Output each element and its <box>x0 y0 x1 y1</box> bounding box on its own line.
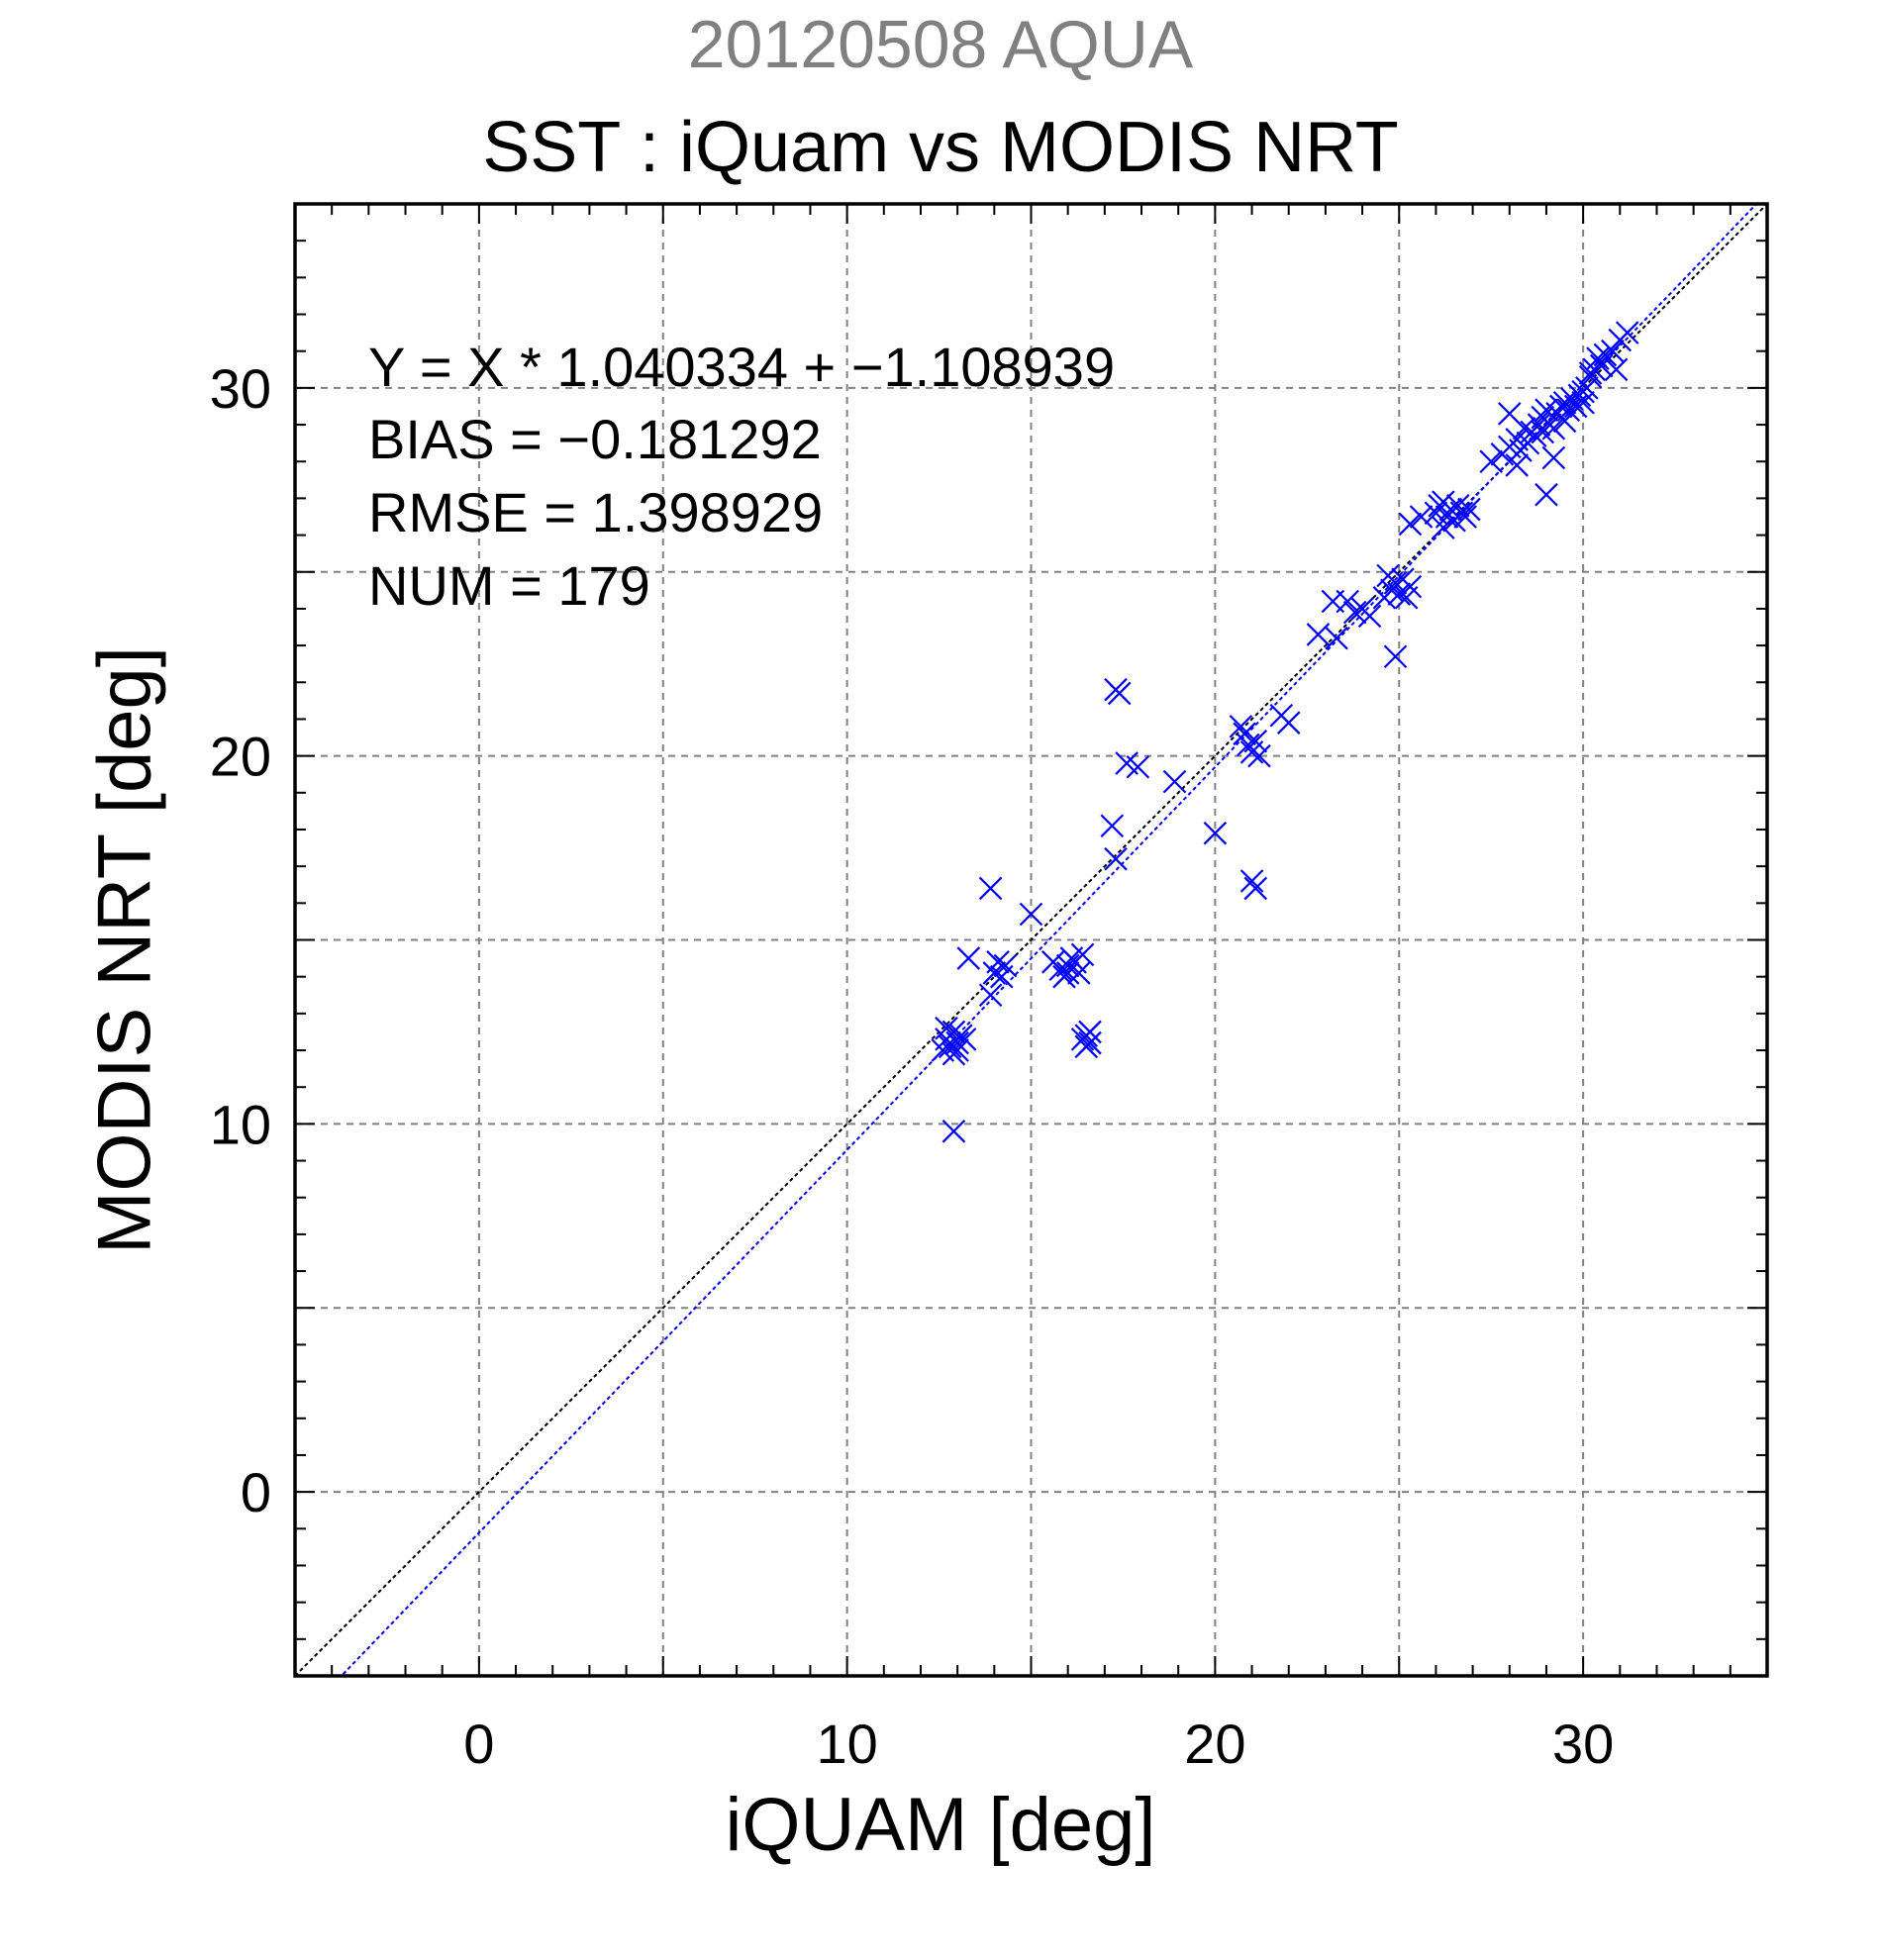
data-point <box>1534 482 1558 507</box>
data-point <box>1055 953 1080 978</box>
data-point <box>1243 876 1268 901</box>
data-point <box>1432 516 1455 539</box>
data-point <box>1067 961 1091 985</box>
data-point <box>1126 755 1150 779</box>
chart-title: SST : iQuam vs MODIS NRT <box>482 108 1399 187</box>
data-point <box>1505 453 1529 477</box>
data-point <box>1578 361 1603 385</box>
data-point <box>1453 505 1477 529</box>
data-point <box>1387 582 1412 606</box>
data-point <box>956 946 981 970</box>
regression-equation: Y = X * 1.040334 + −1.108939 <box>368 336 1116 398</box>
data-point <box>1571 390 1595 415</box>
y-tick-label: 30 <box>210 357 271 420</box>
x-tick-label: 30 <box>1552 1713 1614 1775</box>
data-point <box>1601 339 1625 363</box>
data-point <box>1019 902 1043 927</box>
data-point <box>1604 357 1629 382</box>
data-point <box>1203 821 1228 845</box>
data-point <box>1107 681 1132 706</box>
y-tick-label: 10 <box>210 1093 271 1155</box>
data-point <box>1239 869 1264 893</box>
data-point <box>1398 512 1423 537</box>
rmse-stat: RMSE = 1.398929 <box>368 481 824 543</box>
data-point <box>952 1028 977 1051</box>
x-axis-label: iQUAM [deg] <box>725 1783 1156 1867</box>
data-point <box>1325 626 1348 650</box>
data-point <box>1357 604 1382 629</box>
data-point <box>1552 409 1577 434</box>
count-stat: NUM = 179 <box>368 554 650 617</box>
data-point <box>945 1038 969 1062</box>
data-point <box>1247 743 1271 768</box>
x-tick-label: 0 <box>463 1713 494 1775</box>
data-point <box>1586 346 1610 370</box>
data-point <box>941 1120 966 1143</box>
x-tick-label: 20 <box>1184 1713 1245 1775</box>
axes-frame <box>293 202 1769 1678</box>
data-point <box>1243 729 1268 753</box>
data-point <box>1541 445 1566 470</box>
data-point <box>1100 814 1125 838</box>
data-point <box>1531 420 1555 444</box>
data-point <box>978 983 1003 1008</box>
tick-labels: 0 10 20 30 0 10 20 30 <box>210 357 1615 1775</box>
data-point <box>1409 505 1434 529</box>
bias-stat: BIAS = −0.181292 <box>368 408 822 470</box>
data-point <box>1342 600 1367 625</box>
data-points <box>931 321 1639 1143</box>
data-point <box>1527 413 1551 437</box>
data-point <box>935 1016 958 1040</box>
data-point <box>1479 449 1503 474</box>
data-point <box>1398 574 1423 599</box>
data-point <box>1457 497 1481 522</box>
data-point <box>1162 769 1187 794</box>
data-point <box>986 950 1010 974</box>
data-point <box>1512 416 1536 441</box>
data-point <box>1383 644 1408 669</box>
data-point <box>1336 589 1359 614</box>
data-point <box>993 953 1018 978</box>
data-point <box>1078 1020 1102 1044</box>
chart-date-title: 20120508 AQUA <box>687 7 1194 82</box>
y-tick-label: 20 <box>210 726 271 788</box>
data-point <box>1104 846 1128 871</box>
y-axis-label: MODIS NRT [deg] <box>82 646 167 1254</box>
data-point <box>1078 1030 1102 1055</box>
data-point <box>1615 321 1639 344</box>
data-point <box>1276 711 1301 735</box>
data-point <box>1571 379 1595 404</box>
y-tick-label: 0 <box>241 1461 271 1523</box>
x-tick-label: 10 <box>816 1713 877 1775</box>
data-point <box>1306 623 1331 646</box>
data-point <box>1055 961 1080 985</box>
data-point <box>1070 942 1095 967</box>
data-point <box>978 876 1003 901</box>
